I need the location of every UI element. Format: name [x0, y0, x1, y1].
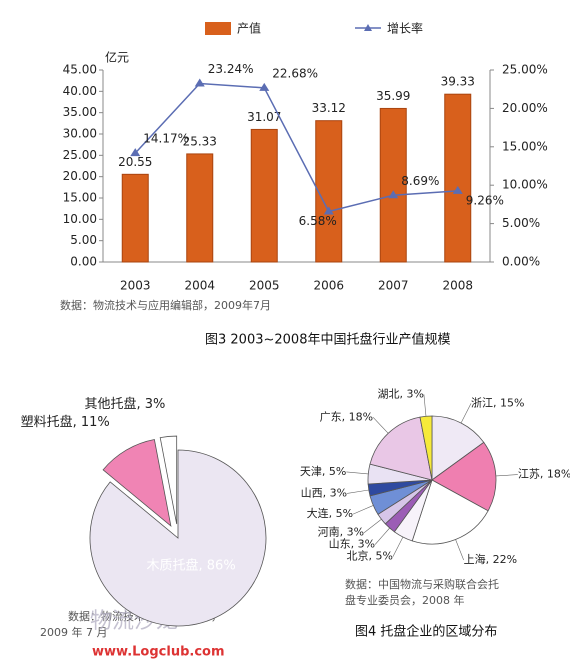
marker	[323, 206, 334, 215]
leader-line	[423, 394, 427, 417]
marker	[130, 148, 141, 157]
y2-tick-label: 20.00%	[502, 101, 548, 115]
y-tick-label: 10.00	[63, 212, 97, 226]
value-label: 14.17%	[143, 132, 189, 146]
y2-tick-label: 5.00%	[502, 216, 540, 230]
pie-label: 大连, 5%	[307, 506, 353, 520]
legend-swatch	[205, 22, 231, 35]
pie-label: 其他托盘, 3%	[84, 396, 165, 412]
source: 2009 年 7 月	[40, 625, 107, 639]
leader-line	[374, 527, 390, 545]
y-tick-label: 25.00	[63, 148, 97, 162]
bar	[444, 93, 472, 263]
line	[134, 82, 458, 213]
pie-label: 北京, 5%	[347, 549, 393, 563]
value-label: 25.33	[183, 134, 217, 148]
leader-line	[372, 417, 389, 434]
value-label: 35.99	[376, 89, 410, 103]
leader-line	[347, 489, 369, 494]
bar	[186, 153, 214, 263]
leader-line	[460, 403, 472, 424]
caption: 图3 2003~2008年中国托盘行业产值规模	[205, 332, 450, 348]
pie-label: 天津, 5%	[300, 465, 346, 478]
pie-label: 木质托盘, 86%	[147, 557, 236, 573]
x-tick-label: 2008	[442, 279, 473, 293]
legend-label: 增长率	[387, 21, 423, 36]
x-tick-label: 2007	[378, 279, 409, 293]
y-unit: 亿元	[105, 50, 129, 65]
y2-tick-label: 0.00%	[502, 255, 540, 269]
pie-label: 浙江, 15%	[471, 396, 524, 409]
value-label: 22.68%	[272, 66, 318, 80]
x-tick-label: 2004	[184, 279, 215, 293]
marker	[194, 78, 205, 87]
leader-line	[392, 536, 404, 557]
bar	[250, 128, 278, 263]
pie-label: 江苏, 18%	[518, 468, 570, 481]
leader-line	[352, 505, 374, 515]
pie-slice	[431, 441, 497, 512]
pie-label: 广东, 18%	[320, 410, 373, 423]
marker	[452, 185, 463, 194]
bar	[315, 120, 343, 263]
marker	[388, 190, 399, 199]
y-tick-label: 35.00	[63, 105, 97, 119]
source: 盘专业委员会，2008 年	[345, 593, 465, 607]
watermark-url: www.Logclub.com	[92, 645, 225, 660]
pie-slice	[102, 439, 172, 527]
value-label: 33.12	[312, 101, 346, 115]
y-tick-label: 15.00	[63, 191, 97, 205]
pie-slice	[159, 435, 178, 525]
leader-line	[363, 518, 382, 533]
x-tick-label: 2003	[120, 279, 151, 293]
value-label: 6.58%	[299, 214, 337, 228]
leader-line	[495, 474, 518, 477]
value-label: 39.33	[441, 75, 475, 89]
pie-label: 山东, 3%	[329, 538, 375, 551]
value-label: 23.24%	[208, 62, 254, 76]
legend-label: 产值	[237, 21, 261, 36]
value-label: 8.69%	[401, 174, 439, 188]
pie-label: 塑料托盘, 11%	[21, 414, 110, 430]
pie-label: 河南, 3%	[318, 526, 364, 539]
y2-tick-label: 25.00%	[502, 63, 548, 77]
y2-tick-label: 10.00%	[502, 178, 548, 192]
x-tick-label: 2005	[249, 279, 280, 293]
y-tick-label: 40.00	[63, 84, 97, 98]
legend-marker	[364, 24, 372, 31]
pie-slice	[369, 416, 433, 481]
source: 数据：中国物流与采购联合会托	[345, 577, 499, 591]
leader-line	[455, 539, 464, 561]
marker	[259, 82, 270, 91]
y-tick-label: 30.00	[63, 127, 97, 141]
bar	[379, 107, 407, 263]
pie-label: 上海, 22%	[464, 552, 517, 566]
leader-line	[346, 471, 369, 475]
pie-slice	[89, 449, 267, 627]
y2-tick-label: 15.00%	[502, 139, 548, 153]
pie-label: 山西, 3%	[301, 486, 347, 499]
bar	[121, 173, 149, 263]
y-tick-label: 5.00	[70, 233, 97, 247]
y-tick-label: 45.00	[63, 63, 97, 77]
pie-slice	[431, 415, 485, 481]
pie-slice	[419, 415, 433, 481]
value-label: 31.07	[247, 110, 281, 124]
source: 数据：物流技术与应用编辑部，2009年7月	[60, 298, 271, 312]
pie-label: 湖北, 3%	[377, 387, 423, 400]
caption: 图4 托盘企业的区域分布	[355, 624, 497, 640]
y-tick-label: 20.00	[63, 169, 97, 183]
value-label: 9.26%	[466, 193, 504, 207]
x-tick-label: 2006	[313, 279, 344, 293]
y-tick-label: 0.00	[70, 255, 97, 269]
value-label: 20.55	[118, 155, 152, 169]
